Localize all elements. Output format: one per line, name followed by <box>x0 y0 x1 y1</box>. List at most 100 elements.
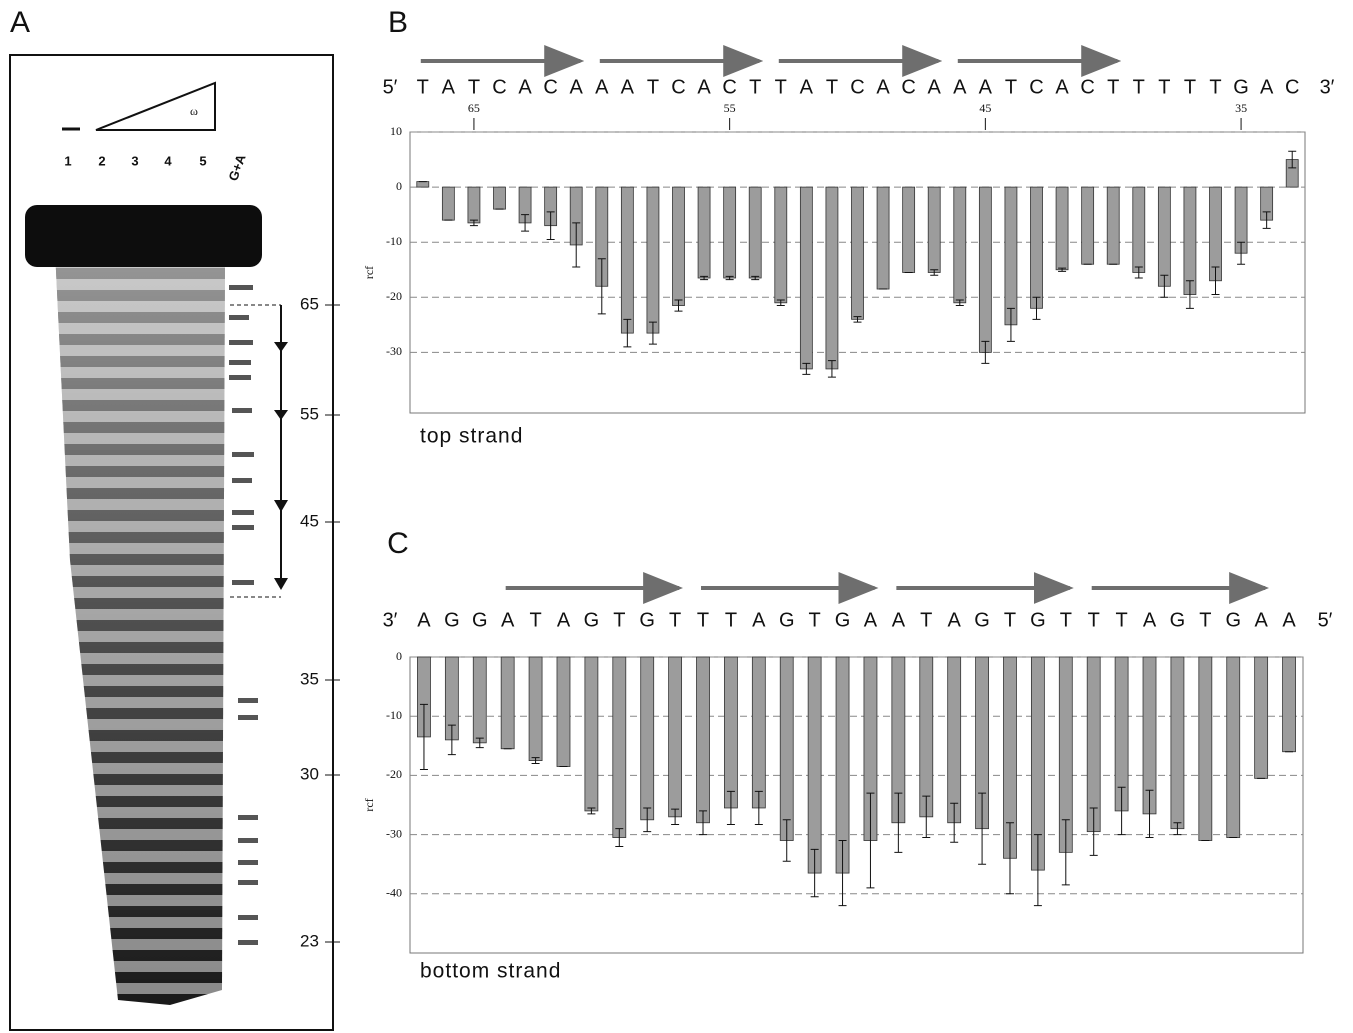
error-bar <box>648 321 657 345</box>
bar <box>799 186 813 370</box>
y-axis-label: rcf <box>362 798 376 811</box>
error-bar <box>447 724 456 756</box>
error-bar <box>546 211 555 240</box>
sequence-letter: A <box>518 76 532 98</box>
bar <box>1282 656 1296 753</box>
y-tick-label: -20 <box>386 289 402 303</box>
sequence-letter: G <box>584 609 600 631</box>
sequence-letter: A <box>948 609 962 631</box>
sequence-letter: A <box>892 609 906 631</box>
sequence-letter: T <box>749 76 761 98</box>
error-bar <box>572 222 581 268</box>
error-bar <box>1006 307 1015 342</box>
error-bar <box>1262 211 1271 229</box>
sequence-letter: T <box>920 609 932 631</box>
sequence-letter: T <box>1060 609 1072 631</box>
error-bar <box>1061 819 1070 886</box>
bar <box>1226 656 1241 838</box>
error-bar <box>866 792 875 889</box>
bar <box>978 186 992 353</box>
sequence-letter: A <box>1254 609 1268 631</box>
sequence-letter: G <box>472 609 488 631</box>
bar <box>1086 656 1101 833</box>
error-bar <box>623 318 632 348</box>
error-bar <box>587 807 596 815</box>
error-bar <box>802 362 811 375</box>
error-bar <box>751 275 760 281</box>
bar <box>1157 186 1171 287</box>
y-tick-label: 0 <box>396 179 402 193</box>
omega-label: ω <box>190 104 198 118</box>
bar <box>953 186 967 304</box>
bar <box>467 186 481 224</box>
error-bar <box>643 807 652 833</box>
site-arrow <box>274 342 288 352</box>
sequence-letter: A <box>1260 76 1274 98</box>
error-bar <box>1032 296 1041 320</box>
sequence-letter: G <box>1030 609 1046 631</box>
sequence-letter: A <box>595 76 609 98</box>
sequence-letter: G <box>835 609 851 631</box>
sequence-letter: A <box>1143 609 1157 631</box>
plot-frame <box>409 656 1304 954</box>
gradient-triangle <box>95 81 216 131</box>
plot-frame <box>409 131 1306 414</box>
bar <box>556 656 571 767</box>
bar <box>807 656 822 874</box>
y-tick-label: -20 <box>386 767 402 781</box>
sequence-letter: T <box>1199 609 1211 631</box>
sequence-letter: C <box>850 76 864 98</box>
strand-end: 3′ <box>383 609 398 631</box>
bar <box>696 656 710 824</box>
error-bar <box>1145 789 1154 839</box>
panel-label: B <box>388 6 408 39</box>
bar <box>1081 186 1095 265</box>
bar <box>774 186 788 304</box>
error-bar <box>1211 266 1220 296</box>
bar <box>876 186 890 290</box>
sequence-letter: A <box>557 609 571 631</box>
sequence-letter: A <box>864 609 878 631</box>
sequence-letter: A <box>621 76 635 98</box>
error-bar <box>1058 267 1067 272</box>
bar <box>779 656 794 841</box>
bar <box>724 656 738 809</box>
sequence-letter: G <box>639 609 655 631</box>
sequence-letter: C <box>492 76 506 98</box>
bar <box>640 656 655 821</box>
bar <box>1132 186 1146 273</box>
sequence-letter: G <box>974 609 990 631</box>
error-bar <box>726 790 735 826</box>
sequence-letter: T <box>1209 76 1221 98</box>
sequence-letter: A <box>501 609 515 631</box>
bar <box>919 656 934 818</box>
error-bar <box>531 757 540 765</box>
strand-end: 5′ <box>383 76 398 98</box>
error-bar <box>838 840 847 907</box>
bar <box>902 186 916 273</box>
site-arrow <box>274 578 288 590</box>
error-bar <box>922 795 931 839</box>
bar <box>493 186 506 210</box>
gel-fade <box>55 250 225 1005</box>
sequence-letter: T <box>1088 609 1100 631</box>
sequence-letter: A <box>876 76 890 98</box>
y-axis-label: rcf <box>362 266 376 279</box>
panel-label: A <box>10 6 30 39</box>
sequence-letter: T <box>1133 76 1145 98</box>
y-tick-label: 10 <box>390 124 402 138</box>
error-bar <box>930 269 939 276</box>
sequence-letter: G <box>1170 609 1186 631</box>
bar <box>1106 186 1120 265</box>
error-bar <box>469 219 478 227</box>
y-tick-label: -10 <box>386 708 402 722</box>
x-tick-label: 55 <box>724 101 736 115</box>
bar <box>584 656 599 812</box>
sequence-letter: T <box>417 76 429 98</box>
bar <box>748 186 762 279</box>
sequence-letter: A <box>800 76 814 98</box>
marker-label: 65 <box>300 294 319 313</box>
bar <box>672 186 685 306</box>
error-bar <box>1134 266 1143 279</box>
